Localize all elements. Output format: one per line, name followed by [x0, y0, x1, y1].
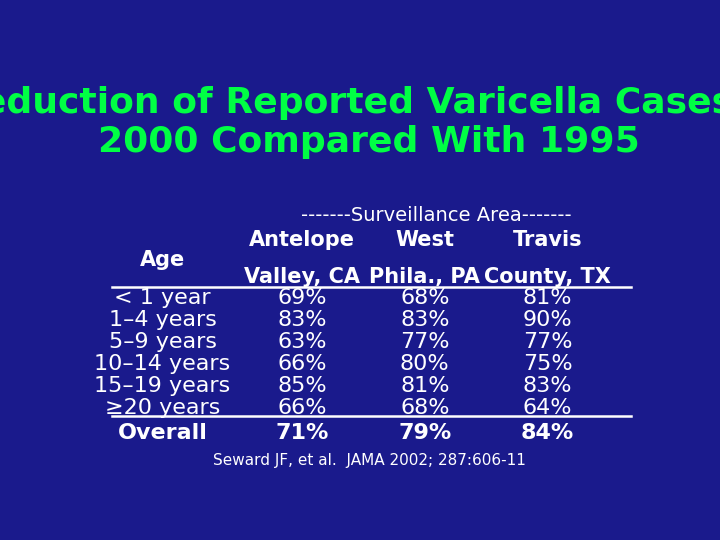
Text: Reduction of Reported Varicella Cases in
2000 Compared With 1995: Reduction of Reported Varicella Cases in…: [0, 85, 720, 159]
Text: 83%: 83%: [400, 309, 449, 330]
Text: -------Surveillance Area-------: -------Surveillance Area-------: [301, 206, 571, 225]
Text: County, TX: County, TX: [484, 267, 611, 287]
Text: 81%: 81%: [523, 288, 572, 308]
Text: 83%: 83%: [523, 376, 572, 396]
Text: 79%: 79%: [398, 423, 451, 443]
Text: 77%: 77%: [523, 332, 572, 352]
Text: Phila., PA: Phila., PA: [369, 267, 480, 287]
Text: 66%: 66%: [277, 398, 327, 418]
Text: < 1 year: < 1 year: [114, 288, 211, 308]
Text: 64%: 64%: [523, 398, 572, 418]
Text: 90%: 90%: [523, 309, 572, 330]
Text: Antelope: Antelope: [249, 230, 355, 250]
Text: 77%: 77%: [400, 332, 449, 352]
Text: 75%: 75%: [523, 354, 572, 374]
Text: 15–19 years: 15–19 years: [94, 376, 230, 396]
Text: 85%: 85%: [277, 376, 327, 396]
Text: Overall: Overall: [117, 423, 207, 443]
Text: 83%: 83%: [277, 309, 327, 330]
Text: 71%: 71%: [275, 423, 329, 443]
Text: Seward JF, et al.  JAMA 2002; 287:606-11: Seward JF, et al. JAMA 2002; 287:606-11: [212, 453, 526, 468]
Text: 84%: 84%: [521, 423, 574, 443]
Text: 1–4 years: 1–4 years: [109, 309, 217, 330]
Text: Travis: Travis: [513, 230, 582, 250]
Text: 68%: 68%: [400, 398, 449, 418]
Text: 5–9 years: 5–9 years: [109, 332, 217, 352]
Text: 68%: 68%: [400, 288, 449, 308]
Text: 81%: 81%: [400, 376, 449, 396]
Text: 69%: 69%: [277, 288, 327, 308]
Text: 66%: 66%: [277, 354, 327, 374]
Text: 80%: 80%: [400, 354, 449, 374]
Text: 10–14 years: 10–14 years: [94, 354, 230, 374]
Text: Age: Age: [140, 250, 185, 270]
Text: 63%: 63%: [277, 332, 327, 352]
Text: ≥20 years: ≥20 years: [105, 398, 220, 418]
Text: Valley, CA: Valley, CA: [244, 267, 360, 287]
Text: West: West: [395, 230, 454, 250]
